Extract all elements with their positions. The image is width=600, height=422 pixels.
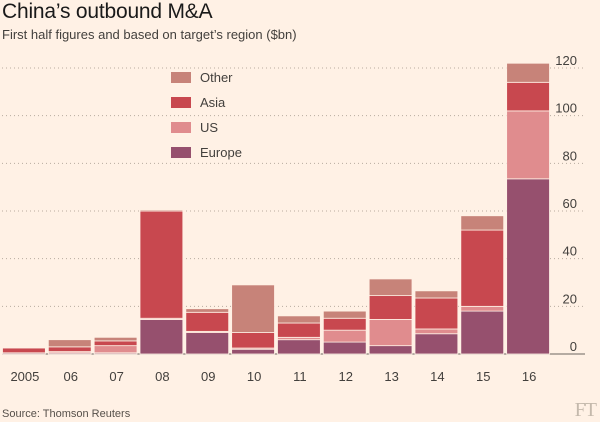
chart-title: China’s outbound M&A	[2, 0, 213, 23]
y-tick-label: 80	[563, 148, 577, 163]
y-tick-label: 20	[563, 291, 577, 306]
bar-segment-europe-08	[139, 319, 184, 355]
ft-logo: FT	[574, 399, 597, 421]
y-axis-ticks: 0 20 40 60 80 100 120	[555, 53, 577, 354]
bar-segment-europe-10	[231, 348, 275, 355]
bar-segment-asia-11	[277, 322, 321, 338]
stacked-bar-chart: 0 20 40 60 80 100 120 2005 06 07 08 09 10 11 12 13 14 15…	[2, 53, 585, 384]
legend: Other Asia US Europe	[171, 70, 242, 160]
y-tick-label: 120	[555, 53, 577, 68]
y-tick-label: 100	[555, 101, 577, 116]
bar-segment-other-14	[414, 290, 459, 299]
x-tick-label: 14	[430, 369, 444, 384]
x-tick-label: 08	[155, 369, 169, 384]
bar-segment-other-12	[322, 310, 367, 319]
bar-segment-other-16	[506, 62, 550, 83]
bar-segment-europe-15	[460, 310, 505, 355]
legend-swatch-other	[171, 72, 191, 83]
legend-label-other: Other	[200, 70, 233, 85]
legend-label-us: US	[200, 120, 218, 135]
bar-segment-asia-15	[460, 229, 505, 307]
bar-segment-europe-12	[322, 341, 367, 355]
bar-segment-other-15	[460, 215, 505, 231]
x-tick-label: 15	[476, 369, 490, 384]
bar-segment-asia-12	[322, 317, 367, 331]
x-tick-label: 2005	[10, 369, 39, 384]
y-tick-label: 40	[563, 244, 577, 259]
x-tick-label: 09	[201, 369, 215, 384]
bar-segment-asia-08	[139, 210, 184, 319]
legend-label-asia: Asia	[200, 95, 226, 110]
bar-segment-other-07	[93, 336, 138, 342]
x-tick-label: 16	[522, 369, 536, 384]
bar-segment-asia-14	[414, 297, 459, 330]
legend-label-europe: Europe	[200, 145, 242, 160]
bar-segment-asia-07	[93, 340, 138, 347]
bar-segment-asia-10	[231, 332, 275, 349]
bar-segment-asia-2005	[2, 347, 46, 354]
bar-segment-europe-09	[185, 332, 230, 355]
bar-segment-other-06	[47, 339, 92, 348]
bar-segment-other-09	[185, 308, 230, 313]
bar-segment-us-14	[414, 328, 459, 335]
bar-segment-asia-13	[368, 295, 413, 320]
bar-segment-us-07	[93, 345, 138, 354]
x-tick-label: 13	[384, 369, 398, 384]
bar-segment-us-16	[506, 110, 550, 180]
x-tick-label: 06	[64, 369, 78, 384]
bar-segment-asia-09	[185, 311, 230, 332]
bar-segment-us-12	[322, 329, 367, 343]
chart-subtitle: First half figures and based on target’s…	[2, 27, 297, 42]
legend-swatch-europe	[171, 147, 191, 158]
bar-segment-europe-13	[368, 345, 413, 355]
x-axis-ticks: 2005 06 07 08 09 10 11 12 13 14 15 16	[10, 369, 536, 384]
bar-segment-other-13	[368, 278, 413, 297]
bar-segment-europe-11	[277, 339, 321, 355]
x-tick-label: 10	[247, 369, 261, 384]
source-note: Source: Thomson Reuters	[2, 408, 131, 420]
legend-swatch-asia	[171, 97, 191, 108]
bar-segment-europe-14	[414, 333, 459, 355]
x-tick-label: 11	[293, 369, 307, 384]
bar-segment-other-11	[277, 315, 321, 324]
bar-segment-asia-06	[47, 346, 92, 353]
legend-swatch-us	[171, 122, 191, 133]
bar-segment-other-08	[139, 209, 184, 212]
y-tick-label: 60	[563, 196, 577, 211]
y-tick-label: 0	[570, 339, 577, 354]
bar-segment-us-15	[460, 305, 505, 312]
x-tick-label: 12	[339, 369, 353, 384]
bar-segment-us-13	[368, 319, 413, 347]
bar-segment-asia-16	[506, 81, 550, 112]
bars	[2, 62, 550, 355]
bar-segment-other-10	[231, 284, 275, 333]
x-tick-label: 07	[109, 369, 123, 384]
bar-segment-europe-16	[506, 178, 550, 355]
